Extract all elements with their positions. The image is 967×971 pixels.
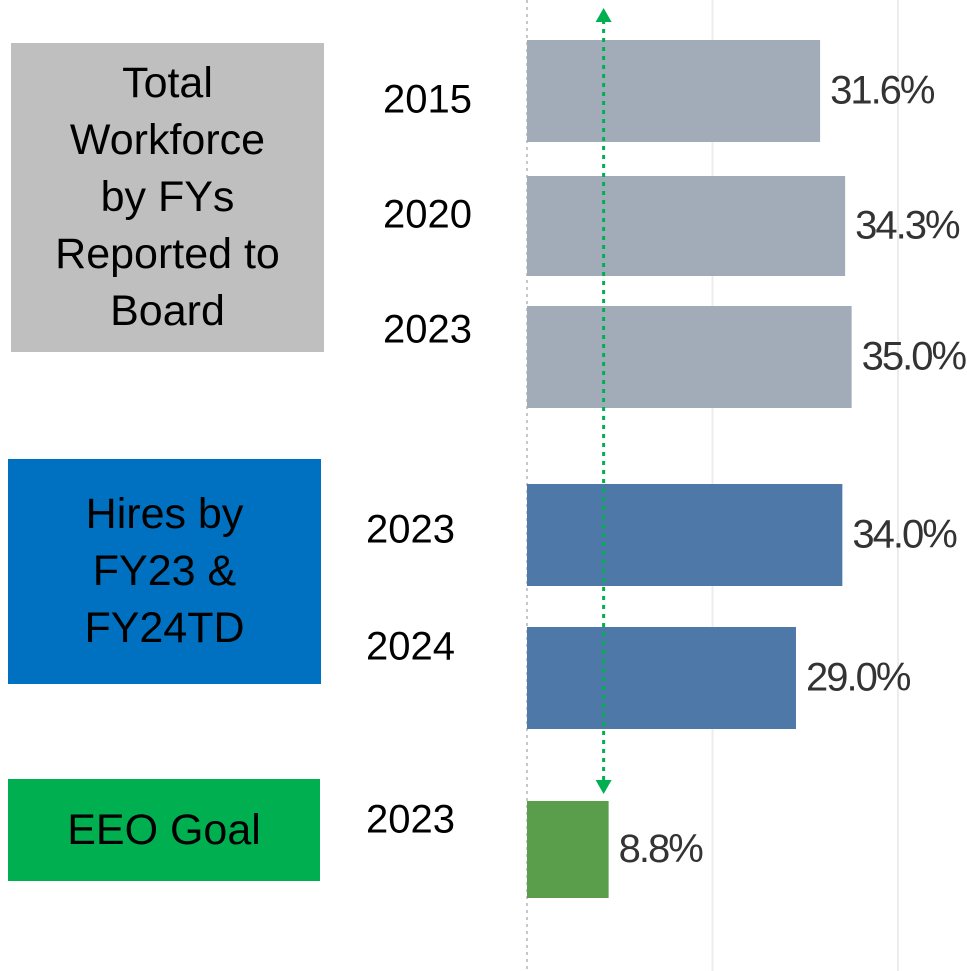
category-label: 2023 — [366, 797, 455, 842]
value-label: 34.0% — [852, 513, 957, 557]
value-label: 29.0% — [806, 656, 911, 700]
bar — [527, 176, 846, 276]
value-label: 8.8% — [619, 827, 704, 871]
category-label: 2015 — [383, 77, 472, 122]
bar — [527, 306, 852, 408]
value-label: 34.3% — [855, 204, 960, 248]
arrow-head — [595, 780, 612, 794]
group-label: Hires by FY23 & FY24TD — [8, 459, 321, 684]
bar — [527, 40, 821, 142]
group-label: EEO Goal — [8, 779, 320, 881]
arrow-head — [595, 8, 612, 22]
category-label: 2023 — [366, 507, 455, 552]
bar — [527, 801, 609, 898]
bar — [527, 627, 796, 729]
value-label: 31.6% — [830, 69, 935, 113]
category-label: 2023 — [383, 307, 472, 352]
group-label: Total Workforce by FYs Reported to Board — [11, 43, 324, 352]
category-label: 2024 — [366, 624, 455, 669]
bar — [527, 484, 843, 586]
category-label: 2020 — [383, 192, 472, 237]
value-label: 35.0% — [862, 335, 967, 379]
